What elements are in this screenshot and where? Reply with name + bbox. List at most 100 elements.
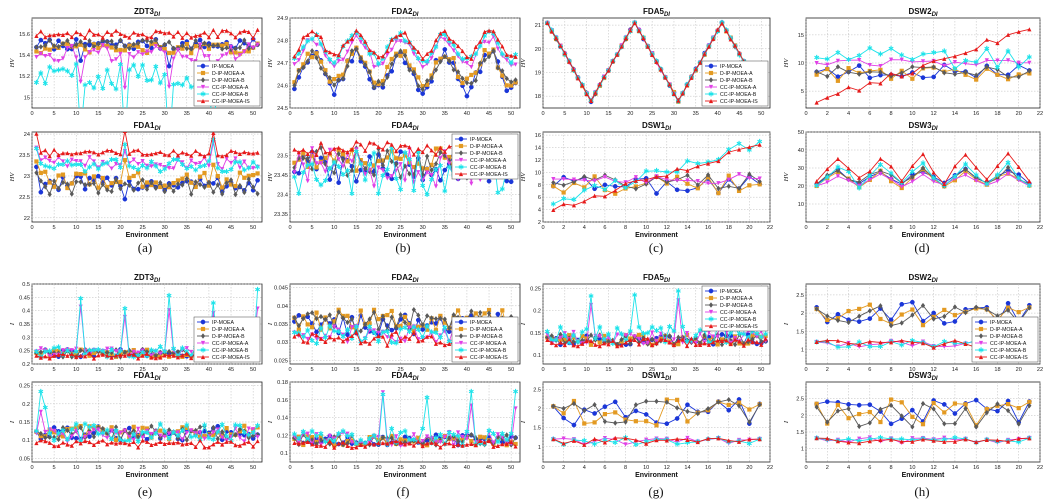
data-point	[867, 342, 872, 347]
data-point	[242, 428, 247, 434]
data-point: ✱	[309, 428, 315, 436]
data-point	[698, 331, 703, 336]
data-point	[162, 353, 167, 358]
data-point: ✱	[349, 32, 355, 40]
data-point	[167, 153, 172, 158]
data-point	[553, 35, 559, 40]
data-point	[56, 152, 61, 158]
data-point	[416, 49, 421, 54]
data-point: ✱	[592, 182, 598, 190]
data-point	[171, 348, 176, 353]
data-point	[592, 402, 597, 408]
data-point	[698, 60, 703, 65]
data-point	[584, 91, 589, 97]
data-point	[167, 427, 172, 433]
data-point	[220, 46, 225, 52]
data-point: ✱	[69, 72, 75, 80]
data-point: ✱	[109, 346, 115, 354]
data-point	[224, 28, 229, 33]
data-point	[131, 30, 136, 35]
data-point: ✱	[491, 430, 497, 438]
x-tick-label: 10	[331, 465, 337, 471]
data-point	[447, 430, 452, 435]
data-point: ✱	[157, 420, 163, 428]
data-point	[180, 46, 185, 51]
y-tick-label: 30	[798, 166, 804, 172]
data-point	[367, 341, 372, 346]
data-point	[332, 170, 337, 176]
data-point	[224, 45, 229, 51]
data-point	[206, 151, 212, 156]
x-tick-label: 10	[584, 367, 590, 373]
x-tick-label: 22	[1037, 367, 1043, 373]
data-point	[613, 179, 618, 184]
data-point	[349, 167, 355, 174]
data-point: ✱	[33, 348, 39, 356]
data-point	[109, 166, 114, 171]
data-point	[711, 334, 716, 339]
data-point	[345, 150, 350, 155]
data-point	[131, 349, 136, 354]
data-point	[95, 173, 101, 179]
data-point	[96, 190, 101, 196]
data-point: ✱	[126, 352, 132, 360]
data-point: ✱	[695, 160, 701, 168]
series-group: ✱✱✱✱✱✱✱✱✱✱✱✱✱✱✱✱✱✱✱✱✱	[814, 151, 1032, 192]
data-point	[411, 307, 416, 313]
x-tick-label: 5	[53, 465, 56, 471]
y-tick-label: 0.15	[19, 420, 30, 426]
x-tick-label: 15	[605, 367, 611, 373]
data-point	[175, 355, 181, 360]
data-point	[561, 411, 566, 416]
data-point	[162, 152, 167, 157]
data-point: ✱	[144, 165, 150, 173]
data-point	[623, 419, 628, 425]
data-point	[363, 62, 368, 68]
y-tick-label: 2	[801, 311, 804, 317]
data-point	[974, 62, 979, 67]
legend-marker	[978, 326, 984, 332]
data-point	[867, 69, 872, 75]
data-point	[429, 75, 434, 81]
data-point: ✱	[814, 54, 820, 62]
chart-title-subscript: DI	[154, 126, 160, 132]
data-point	[318, 144, 324, 151]
data-point	[464, 442, 470, 447]
data-point	[255, 150, 260, 155]
data-point	[74, 150, 79, 156]
y-tick-label: 20	[798, 184, 804, 190]
x-tick-label: 16	[973, 111, 979, 117]
data-point	[113, 424, 119, 430]
data-point: ✱	[188, 352, 194, 360]
data-point	[641, 35, 646, 41]
data-point: ✱	[667, 323, 673, 331]
data-point: ✱	[162, 165, 168, 173]
data-point	[301, 35, 306, 40]
series-line-cc-ip-moea-b	[553, 141, 760, 205]
data-point	[654, 174, 659, 179]
legend: IP-MOEAD-IP-MOEA-AD-IP-MOEA-BCC-IP-MOEA-…	[193, 316, 261, 363]
data-point: ✱	[571, 331, 577, 339]
data-point	[455, 308, 461, 313]
data-point	[741, 343, 746, 348]
y-tick-label: 23.4	[277, 193, 288, 199]
data-point	[706, 342, 711, 347]
data-point	[623, 442, 628, 447]
data-point	[140, 37, 145, 44]
data-point	[363, 339, 368, 344]
data-point	[127, 352, 132, 357]
data-point	[398, 39, 403, 44]
data-point	[888, 57, 894, 62]
data-point	[500, 68, 505, 74]
x-tick-label: 20	[746, 465, 752, 471]
legend-label: D-IP-MOEA-A	[990, 327, 1023, 333]
data-point	[719, 21, 725, 26]
data-point: ✱	[504, 437, 510, 445]
data-point	[664, 399, 669, 405]
data-point	[856, 319, 862, 324]
data-point: ✱	[437, 431, 443, 439]
x-tick-label: 20	[117, 465, 123, 471]
data-point	[825, 313, 830, 319]
data-point: ✱	[973, 59, 979, 67]
data-point	[242, 49, 247, 54]
